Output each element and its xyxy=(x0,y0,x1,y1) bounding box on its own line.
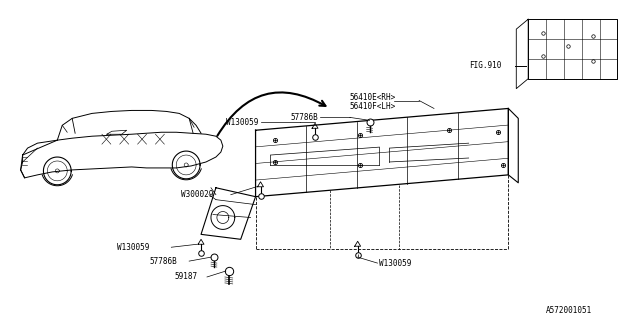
Text: A572001051: A572001051 xyxy=(546,306,592,315)
Text: W300029: W300029 xyxy=(181,190,214,199)
Text: 56410E<RH>: 56410E<RH> xyxy=(349,93,396,102)
Text: 57786B: 57786B xyxy=(291,113,318,122)
Text: 56410F<LH>: 56410F<LH> xyxy=(349,102,396,111)
Text: 57786B: 57786B xyxy=(150,257,177,266)
Text: W130059: W130059 xyxy=(380,259,412,268)
Text: 59187: 59187 xyxy=(174,272,197,282)
Text: W130059: W130059 xyxy=(226,118,258,127)
Text: FIG.910: FIG.910 xyxy=(468,61,501,70)
Text: W130059: W130059 xyxy=(116,243,149,252)
